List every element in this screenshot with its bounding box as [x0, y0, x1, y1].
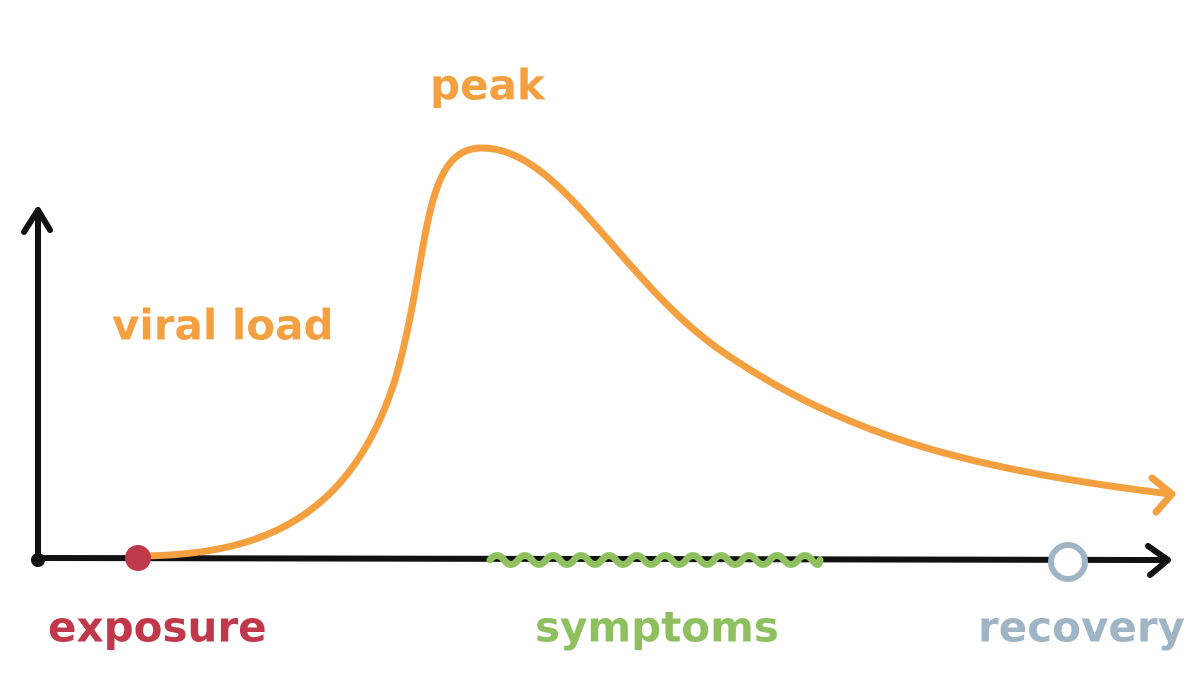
symptoms-squiggle — [486, 552, 824, 568]
y-axis-arrow — [21, 207, 53, 235]
origin-dot — [31, 553, 45, 567]
peak-label: peak — [430, 61, 546, 110]
exposure-dot — [125, 545, 151, 571]
symptoms-label: symptoms — [535, 603, 779, 652]
recovery-circle — [1048, 542, 1088, 582]
recovery-label: recovery — [978, 603, 1185, 652]
viral-load-curve — [136, 144, 1174, 560]
curve-arrow — [1148, 474, 1176, 516]
x-axis-arrow — [1145, 543, 1171, 578]
y-axis-label: viral load — [112, 301, 334, 350]
exposure-label: exposure — [48, 603, 267, 652]
